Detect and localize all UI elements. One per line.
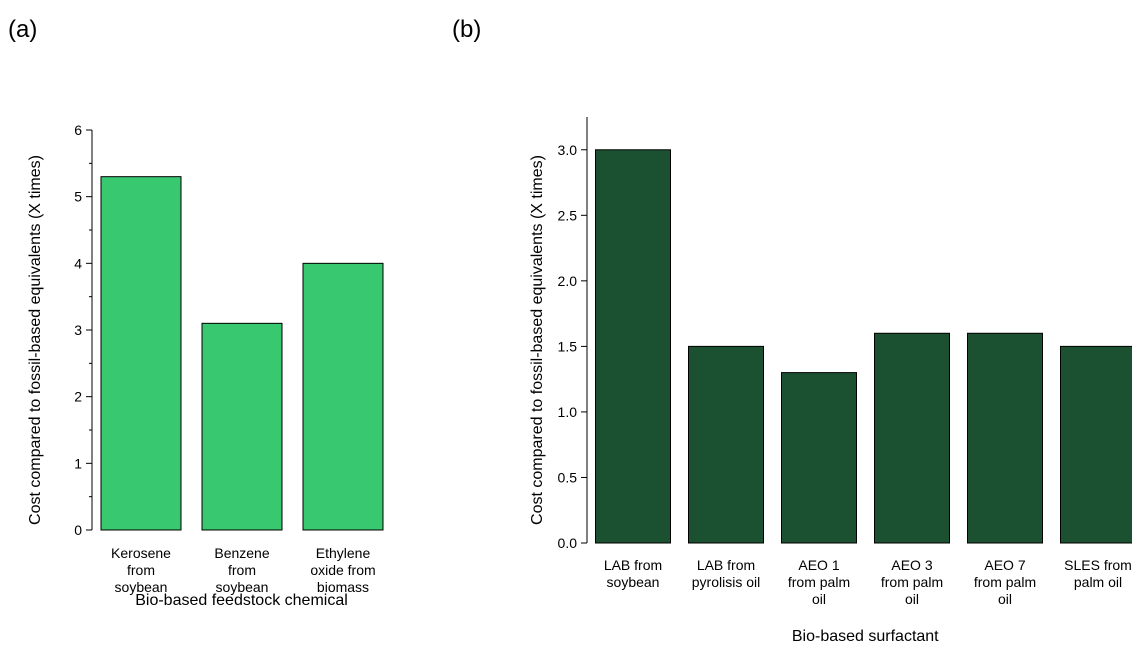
y-tick-label: 4 [74,255,82,271]
x-tick-label: Benzene from soybean [214,545,269,595]
x-axis-title: Bio-based surfactant [792,628,939,645]
bar [688,345,764,544]
x-tick-label: LAB from pyrolisis oil [692,557,760,590]
bar [100,176,182,531]
bar [781,372,857,544]
x-tick-label: AEO 3 from palm oil [881,557,943,607]
bar [302,262,384,531]
y-tick-label: 0 [74,522,82,538]
y-tick-label: 2 [74,389,82,405]
x-tick-label: LAB from soybean [604,557,662,590]
y-axis-title: Cost compared to fossil-based equivalent… [27,155,44,525]
x-tick-label: SLES from palm oil [1064,557,1132,590]
y-tick-label: 1.0 [558,404,578,420]
bar [967,332,1043,544]
y-tick-label: 3 [74,322,82,338]
bar [1060,345,1132,544]
panel-a-label: (a) [8,16,38,43]
x-tick-label: AEO 7 from palm oil [974,557,1036,607]
x-axis-title: Bio-based feedstock chemical [135,592,348,609]
y-tick-label: 1 [74,455,82,471]
y-tick-label: 0.0 [558,535,578,551]
y-tick-label: 2.0 [558,273,578,289]
y-tick-label: 0.5 [558,469,578,485]
y-tick-label: 5 [74,189,82,205]
panel-b-label: (b) [452,16,482,43]
y-axis-title: Cost compared to fossil-based equivalent… [529,155,546,525]
x-tick-label: Ethylene oxide from biomass [310,545,375,595]
y-tick-label: 6 [74,122,82,138]
bar [595,149,671,544]
bar [874,332,950,544]
x-tick-label: AEO 1 from palm oil [788,557,850,607]
y-tick-label: 1.5 [558,338,578,354]
bar [201,322,283,531]
y-tick-label: 3.0 [558,142,578,158]
y-tick-label: 2.5 [558,207,578,223]
x-tick-label: Kerosene from soybean [111,545,171,595]
